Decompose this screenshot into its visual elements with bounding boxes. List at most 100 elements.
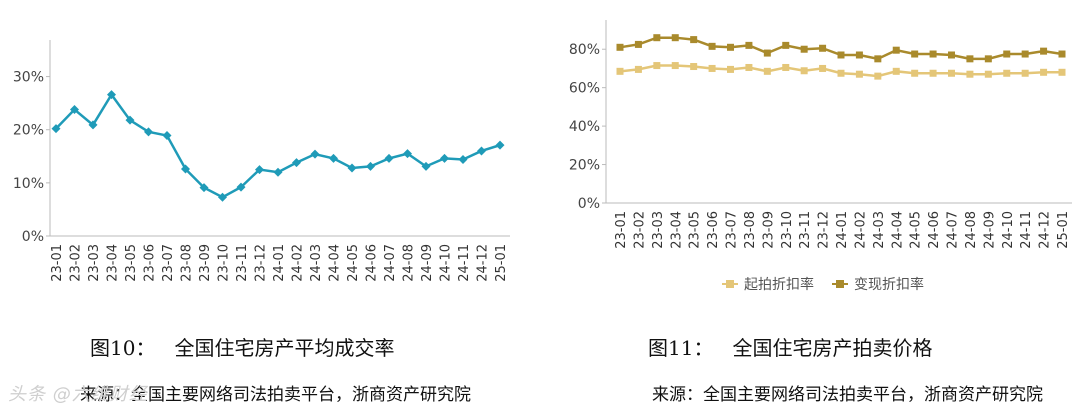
data-point [929, 50, 937, 58]
data-point [653, 34, 661, 42]
data-point [616, 67, 624, 75]
data-point [745, 41, 753, 49]
data-point [1040, 47, 1048, 55]
data-point [634, 40, 642, 48]
x-tick-label: 23-01 [614, 211, 629, 249]
data-point [892, 67, 900, 75]
data-point [782, 41, 790, 49]
legend-marker [726, 280, 734, 288]
chart-auction-discount-rate: 0%20%40%60%80%23-01 23-02 23-03 23-04 23-05 2… [569, 20, 1072, 293]
data-point [653, 62, 661, 70]
data-point [1058, 50, 1066, 58]
data-point [948, 51, 955, 59]
legend-marker [836, 280, 844, 288]
data-point [403, 149, 412, 159]
x-tick-label: 24-06 [927, 211, 942, 249]
x-tick-label: 24-01 [272, 244, 287, 282]
data-point [1021, 69, 1029, 77]
data-point [88, 120, 98, 130]
x-tick-label: 23-07 [725, 211, 740, 249]
data-point [763, 49, 771, 57]
data-point [366, 161, 375, 171]
x-tick-label: 24-09 [420, 244, 435, 282]
figure-caption-11: 图11： 全国住宅房产拍卖价格 [648, 336, 933, 360]
data-point [421, 161, 431, 171]
data-point [1003, 50, 1011, 58]
data-point [218, 192, 227, 202]
data-point [51, 124, 61, 134]
data-point [690, 63, 698, 71]
data-point [984, 70, 992, 78]
x-tick-label: 24-11 [1019, 211, 1034, 249]
data-point [1040, 68, 1048, 76]
legend-label: 变现折扣率 [854, 276, 924, 293]
data-point [911, 69, 919, 77]
x-tick-label: 25-01 [1056, 211, 1071, 249]
data-point [273, 167, 283, 177]
data-point [800, 67, 808, 75]
data-point [892, 46, 900, 54]
y-tick-label: 60% [569, 81, 600, 97]
data-point [477, 146, 486, 156]
x-tick-label: 24-12 [476, 244, 491, 282]
x-tick-label: 24-12 [1038, 211, 1053, 249]
x-tick-label: 23-12 [254, 244, 269, 282]
data-point [1058, 68, 1066, 76]
x-tick-label: 23-03 [87, 244, 102, 282]
x-tick-label: 23-09 [198, 244, 213, 282]
x-tick-label: 24-06 [365, 244, 380, 282]
x-tick-label: 23-05 [124, 244, 139, 282]
y-tick-label: 10% [13, 176, 44, 192]
data-point [634, 65, 642, 73]
data-point [292, 158, 301, 168]
y-tick-label: 40% [569, 119, 600, 135]
x-tick-label: 24-10 [1001, 211, 1016, 249]
data-point [966, 70, 974, 78]
x-tick-label: 23-05 [688, 211, 703, 249]
y-tick-label: 20% [569, 158, 600, 174]
chart-average-deal-rate: 0% 10% 20% 30% 23-01 23-02 23-03 23-04 23-05 23-0… [13, 40, 510, 282]
data-point [440, 153, 449, 163]
data-point [819, 44, 827, 52]
x-tick-label: 23-10 [217, 244, 232, 282]
x-tick-label: 23-11 [235, 244, 250, 282]
x-tick-label: 24-03 [872, 211, 887, 249]
data-point [800, 45, 808, 53]
x-tick-label: 24-10 [439, 244, 454, 282]
figure-caption-10: 图10： 全国住宅房产平均成交率 [90, 336, 395, 360]
x-tick-label: 23-04 [669, 211, 684, 249]
x-tick-label: 23-02 [632, 211, 647, 249]
series-line [55, 92, 501, 199]
data-point [708, 42, 716, 50]
source-note-left: 来源：全国主要网络司法拍卖平台，浙商资产研究院 [80, 385, 471, 405]
data-point [310, 149, 320, 159]
y-tick-label: 80% [569, 42, 600, 58]
data-point [1021, 50, 1029, 58]
data-point [384, 153, 394, 163]
x-tick-label: 24-07 [946, 211, 961, 249]
x-tick-label: 23-10 [780, 211, 795, 249]
x-tick-label: 23-06 [143, 244, 158, 282]
x-tick-label: 24-08 [964, 211, 979, 249]
data-point [819, 64, 827, 72]
x-tick-label: 25-01 [494, 244, 509, 282]
data-point [948, 69, 955, 77]
data-point [144, 127, 153, 137]
x-tick-label: 23-02 [69, 244, 84, 282]
data-point [671, 62, 679, 70]
data-point [782, 63, 790, 71]
data-point [236, 182, 246, 192]
data-point [70, 105, 79, 115]
x-tick-label: 23-01 [50, 244, 65, 282]
x-tick-label: 23-03 [651, 211, 666, 249]
data-point [837, 51, 845, 59]
x-tick-label: 24-11 [457, 244, 472, 282]
data-point [855, 51, 863, 59]
x-tick-label: 24-02 [853, 211, 868, 249]
x-tick-label: 24-05 [909, 211, 924, 249]
y-tick-label: 20% [13, 123, 44, 139]
data-point [616, 43, 624, 51]
x-tick-label: 24-07 [383, 244, 398, 282]
data-point [874, 72, 882, 80]
x-tick-label: 23-08 [743, 211, 758, 249]
